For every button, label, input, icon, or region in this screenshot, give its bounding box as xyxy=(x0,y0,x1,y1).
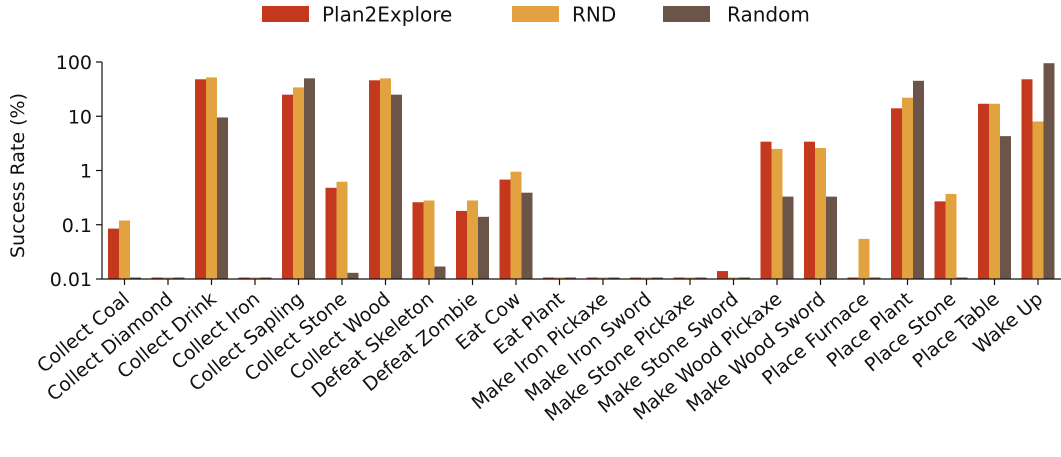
bar-rnd-19 xyxy=(945,193,957,279)
bar-plan2explore-10 xyxy=(543,277,554,279)
bar-random-21 xyxy=(1043,63,1055,280)
bar-rnd-5 xyxy=(336,181,348,279)
bar-plan2explore-14 xyxy=(717,271,728,279)
y-axis-label: Success Rate (%) xyxy=(7,93,29,258)
bar-plan2explore-15 xyxy=(760,141,772,279)
bar-rnd-1 xyxy=(162,277,174,279)
bar-random-20 xyxy=(1000,136,1011,279)
bar-plan2explore-0 xyxy=(108,228,119,279)
bar-random-14 xyxy=(739,277,750,279)
bar-rnd-3 xyxy=(249,277,261,279)
y-tick-label: 1 xyxy=(80,161,92,183)
y-tick-label: 0.01 xyxy=(50,269,92,291)
bar-plan2explore-2 xyxy=(195,79,206,279)
bar-random-19 xyxy=(956,277,968,279)
bar-rnd-11 xyxy=(597,277,609,279)
bar-rnd-15 xyxy=(771,148,783,279)
legend-label: Random xyxy=(727,3,810,27)
legend-swatch xyxy=(512,6,559,22)
bar-rnd-13 xyxy=(684,277,696,279)
bar-random-0 xyxy=(130,277,141,279)
bar-rnd-0 xyxy=(119,220,130,279)
bar-random-5 xyxy=(347,272,359,279)
bar-rnd-2 xyxy=(206,77,217,279)
bar-plan2explore-6 xyxy=(369,80,380,279)
bar-random-17 xyxy=(869,277,881,279)
legend-swatch xyxy=(262,6,309,22)
bar-random-13 xyxy=(695,277,707,279)
bar-rnd-21 xyxy=(1032,121,1044,279)
bar-plan2explore-20 xyxy=(978,103,989,279)
bar-random-9 xyxy=(521,192,533,279)
bar-plan2explore-12 xyxy=(630,277,641,279)
bar-random-8 xyxy=(478,216,489,279)
bar-rnd-7 xyxy=(423,200,435,279)
bar-plan2explore-18 xyxy=(891,108,902,279)
legend-item-rnd: RND xyxy=(512,3,616,27)
bar-random-3 xyxy=(260,277,272,279)
bar-plan2explore-7 xyxy=(412,202,424,279)
bar-plan2explore-8 xyxy=(456,210,467,279)
bar-rnd-12 xyxy=(641,277,652,279)
bar-random-12 xyxy=(652,277,663,279)
bar-random-7 xyxy=(434,266,446,279)
bar-plan2explore-16 xyxy=(804,141,815,279)
bar-plan2explore-21 xyxy=(1021,79,1033,279)
legend-item-random: Random xyxy=(663,3,810,27)
bar-plan2explore-1 xyxy=(151,277,163,279)
bar-plan2explore-13 xyxy=(673,277,685,279)
legend-item-plan2explore: Plan2Explore xyxy=(262,3,452,27)
legend-label: RND xyxy=(572,3,616,27)
bar-random-18 xyxy=(913,80,924,279)
bar-random-11 xyxy=(608,277,620,279)
bar-rnd-8 xyxy=(467,200,478,279)
legend: Plan2Explore RND Random xyxy=(262,3,810,27)
legend-label: Plan2Explore xyxy=(322,3,452,27)
bar-rnd-9 xyxy=(510,171,522,279)
y-tick-label: 10 xyxy=(68,106,92,128)
bar-random-10 xyxy=(565,277,576,279)
bar-plan2explore-4 xyxy=(282,94,293,279)
bar-plan2explore-11 xyxy=(586,277,598,279)
bar-plan2explore-19 xyxy=(934,201,946,279)
bar-rnd-6 xyxy=(380,78,391,279)
bar-random-16 xyxy=(826,196,837,279)
bar-rnd-18 xyxy=(902,97,913,279)
bar-random-15 xyxy=(782,196,794,279)
legend-swatch xyxy=(663,6,710,22)
bar-rnd-17 xyxy=(858,238,870,279)
bar-rnd-4 xyxy=(293,87,304,279)
bar-rnd-10 xyxy=(554,277,565,279)
bar-random-4 xyxy=(304,78,315,279)
bar-random-1 xyxy=(173,277,185,279)
y-tick-label: 0.1 xyxy=(62,215,92,237)
bar-random-6 xyxy=(391,94,402,279)
y-tick-label: 100 xyxy=(56,52,92,74)
bar-plan2explore-17 xyxy=(847,277,859,279)
bar-random-2 xyxy=(217,117,228,280)
bar-rnd-16 xyxy=(815,147,826,279)
bar-plan2explore-3 xyxy=(238,277,250,279)
bar-rnd-20 xyxy=(989,103,1000,279)
bar-plan2explore-5 xyxy=(325,187,337,279)
bar-plan2explore-9 xyxy=(499,179,511,279)
bar-rnd-14 xyxy=(728,277,739,279)
bars-group xyxy=(108,63,1055,280)
y-ticks-group: 100 10 1 0.1 0.01 xyxy=(50,52,102,291)
